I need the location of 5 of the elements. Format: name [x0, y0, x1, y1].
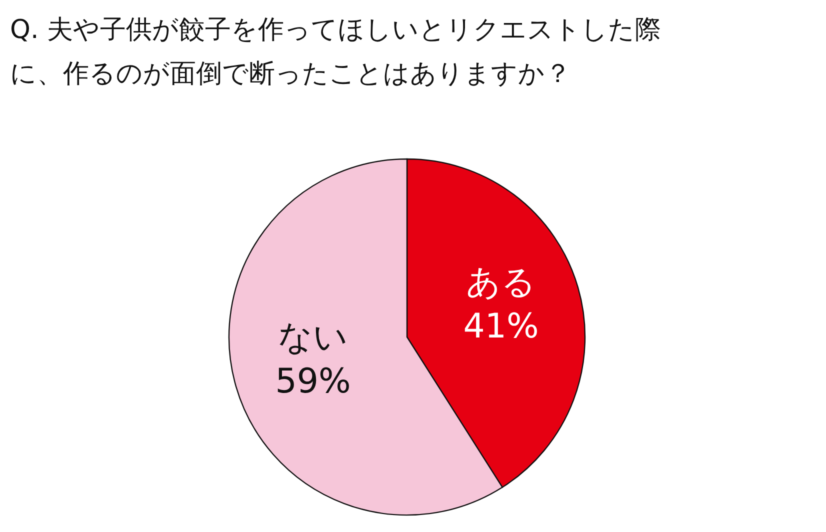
slice-label: ない [278, 317, 348, 358]
data-label: 59% [275, 361, 351, 402]
slice-label: ある [466, 262, 536, 303]
chart-title: Q. 夫や子供が餃子を作ってほしいとリクエストした際に、作るのが面倒で断ったことはありますか？ [10, 14, 662, 91]
data-label: 41% [463, 306, 539, 347]
